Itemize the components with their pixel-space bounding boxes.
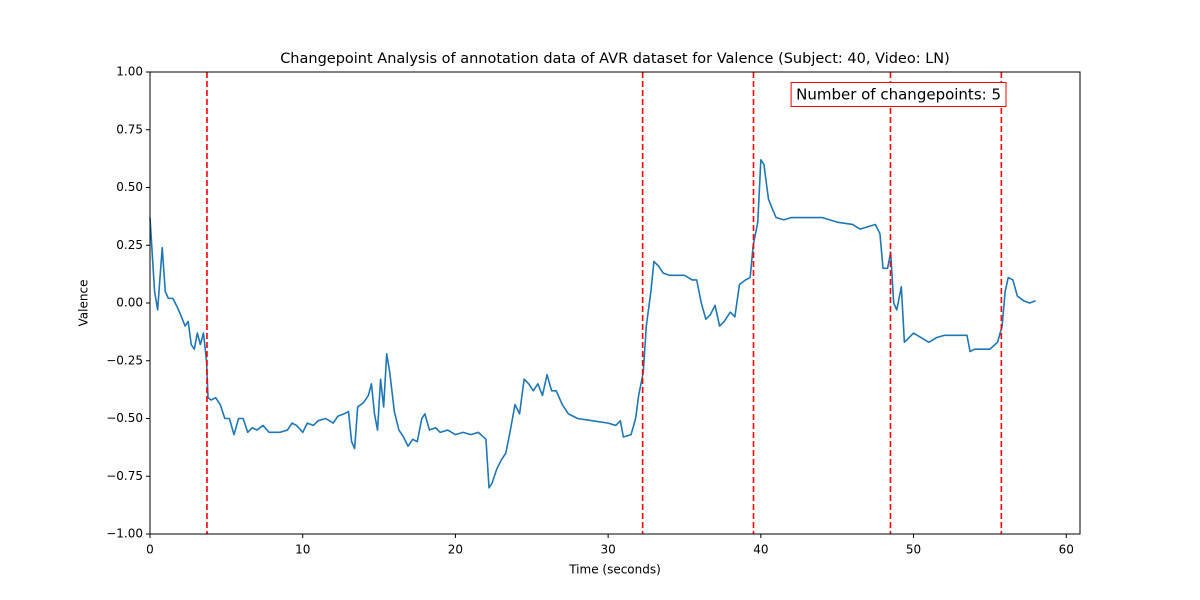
y-tick-label: 0.75 (116, 122, 143, 136)
y-tick-label: 0.50 (116, 180, 143, 194)
y-tick-label: −1.00 (106, 527, 143, 541)
y-tick-label: −0.25 (106, 353, 143, 367)
y-axis-label: Valence (77, 280, 91, 327)
y-tick-label: 0.00 (116, 296, 143, 310)
x-tick-label: 40 (753, 543, 768, 557)
x-tick-label: 50 (906, 543, 921, 557)
x-tick-label: 30 (600, 543, 615, 557)
x-tick-label: 10 (295, 543, 310, 557)
annotation-box (790, 82, 1007, 107)
line-series (149, 158, 1036, 489)
plot-frame (149, 71, 1081, 535)
y-tick-label: −0.75 (106, 469, 143, 483)
annotation: Number of changepoints: 5 (796, 86, 1001, 104)
x-tick-label: 60 (1059, 543, 1074, 557)
x-tick-label: 0 (146, 543, 154, 557)
y-tick-label: 1.00 (116, 65, 143, 79)
x-tick-label: 20 (448, 543, 463, 557)
x-axis-label: Time (seconds) (568, 563, 661, 577)
y-tick-label: 0.25 (116, 238, 143, 252)
y-tick-label: −0.50 (106, 411, 143, 425)
chart-title: Changepoint Analysis of annotation data … (280, 51, 950, 67)
